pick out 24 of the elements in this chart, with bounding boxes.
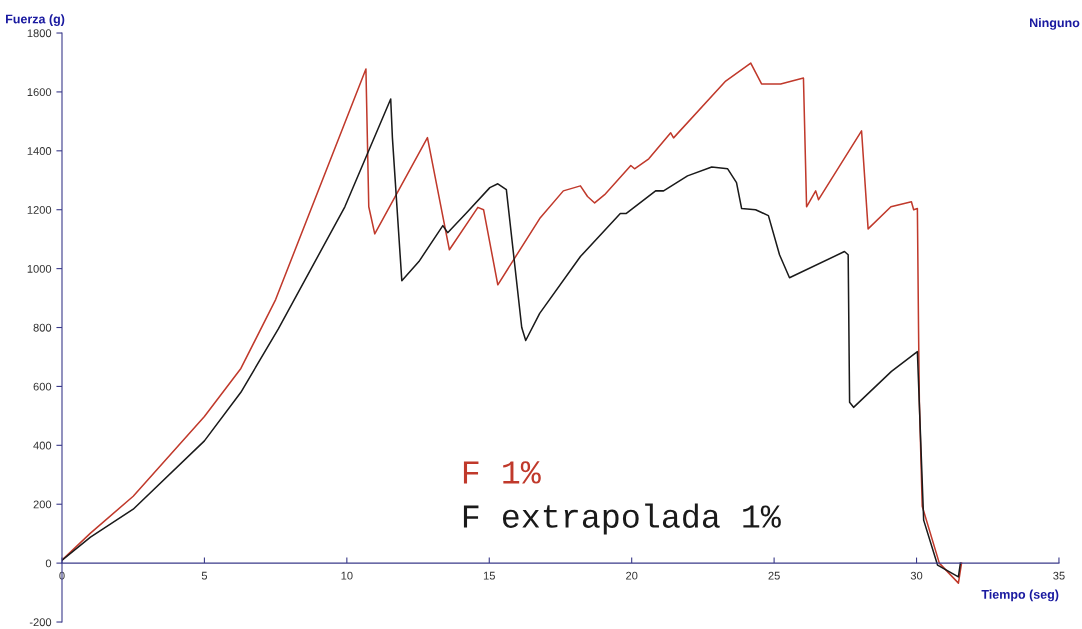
x-axis-title: Tiempo (seg) xyxy=(981,589,1059,602)
y-tick-label: 1200 xyxy=(27,205,52,214)
y-tick-label: 0 xyxy=(45,559,52,568)
x-tick-label: 35 xyxy=(1053,571,1065,580)
text: F extrapolada 1% xyxy=(463,503,781,535)
y-axis-title: Fuerza (g) xyxy=(6,14,65,26)
y-tick-label: -200 xyxy=(29,618,52,627)
y-tick-label: 600 xyxy=(33,382,52,391)
text: Ninguno xyxy=(1030,18,1080,30)
x-tick-label: 15 xyxy=(483,571,495,580)
x-tick-label: 0 xyxy=(59,571,65,580)
y-tick-label: 1400 xyxy=(27,147,52,155)
x-tick-label: 30 xyxy=(910,571,923,580)
x-tick-label: 10 xyxy=(341,571,353,580)
y-tick-label: 1800 xyxy=(27,29,52,38)
y-tick-label: 1000 xyxy=(27,264,52,273)
y-tick-label: 800 xyxy=(33,323,52,332)
x-tick-label: 5 xyxy=(201,571,208,580)
x-tick-label: 20 xyxy=(626,571,638,580)
y-tick-label: 1600 xyxy=(27,88,52,97)
text: F 1% xyxy=(463,461,541,484)
y-tick-label: 400 xyxy=(33,441,52,450)
y-tick-label: 200 xyxy=(33,500,52,509)
x-tick-label: 25 xyxy=(768,571,780,580)
